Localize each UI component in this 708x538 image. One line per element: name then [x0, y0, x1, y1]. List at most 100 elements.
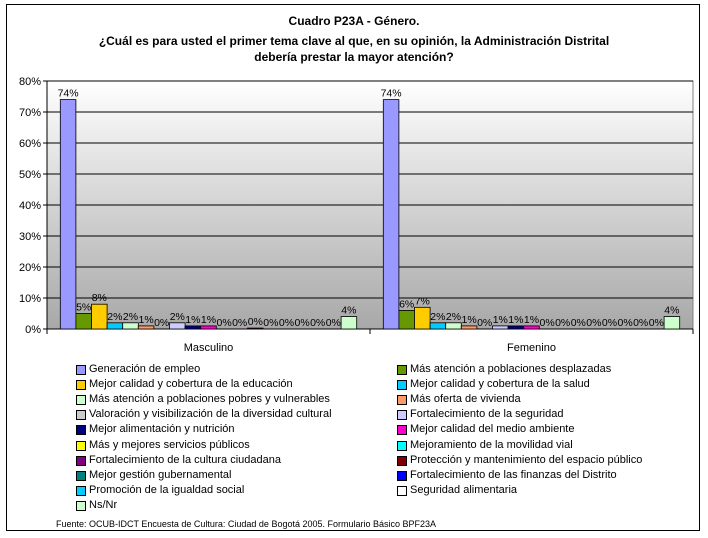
data-label: 74% [58, 88, 79, 100]
data-label: 0% [248, 316, 263, 328]
chart-title-line-2: ¿Cuál es para usted el primer tema clave… [98, 34, 610, 48]
data-label: 7% [415, 295, 430, 307]
data-label: 0% [649, 317, 664, 329]
legend-swatch [397, 425, 407, 436]
data-label: 8% [92, 292, 107, 304]
bar [460, 325, 478, 330]
y-tick-label: 40% [19, 200, 41, 212]
data-label: 0% [279, 317, 294, 329]
legend-swatch [397, 395, 407, 406]
legend-swatch [397, 470, 407, 481]
legend-swatch [76, 485, 86, 496]
y-tick-label: 60% [19, 138, 41, 150]
legend-label: Fortalecimiento de la seguridad [410, 408, 564, 421]
legend-label: Fortalecimiento de las finanzas del Dist… [410, 468, 617, 481]
bar [492, 325, 509, 330]
data-label: 0% [326, 317, 341, 329]
data-label: 2% [123, 311, 138, 323]
legend-label: Mejor gestión gubernamental [89, 468, 232, 481]
data-label: 1% [139, 314, 154, 326]
y-tick-label: 70% [19, 107, 41, 119]
legend-swatch [397, 380, 407, 391]
data-label: 1% [201, 314, 216, 326]
bar [429, 322, 447, 330]
data-label: 1% [185, 314, 200, 326]
legend-swatch [76, 440, 86, 451]
bar [75, 313, 92, 330]
data-label: 2% [446, 311, 461, 323]
data-label: 0% [571, 317, 586, 329]
category-label: Femenino [507, 342, 556, 354]
legend-swatch [76, 500, 86, 511]
legend-label: Más atención a poblaciones desplazadas [410, 363, 612, 375]
legend-label: Ns/Nr [89, 498, 118, 511]
y-tick-label: 80% [19, 76, 41, 88]
data-label: 0% [154, 317, 169, 329]
legend-label: Generación de empleo [89, 363, 201, 375]
bar [122, 322, 139, 330]
data-label: 1% [462, 314, 477, 326]
bar-chart: 0% 10% 20% 30% 40% 50% 60% 70% 80% Masculino 74% 5%… [19, 76, 694, 354]
legend-swatch [76, 380, 86, 391]
bar [91, 303, 108, 330]
legend-swatch [76, 470, 86, 481]
data-label: 6% [399, 298, 414, 310]
data-label: 0% [310, 317, 325, 329]
legend-swatch [397, 410, 407, 421]
legend-label: Mejor calidad y cobertura de la educació… [89, 378, 293, 391]
bar [169, 322, 186, 330]
data-label: 1% [508, 314, 523, 326]
bar [106, 322, 124, 330]
data-label: 0% [555, 317, 570, 329]
y-tick-label: 50% [19, 169, 41, 181]
legend-label: Más y mejores servicios públicos [89, 438, 250, 451]
data-label: 0% [477, 317, 492, 329]
data-label: 0% [295, 317, 310, 329]
chart-title-line-1: Cuadro P23A - Género. [288, 14, 420, 28]
bar [382, 99, 400, 330]
legend-label: Seguridad alimentaria [410, 483, 518, 496]
bar [398, 309, 415, 330]
legend-label: Protección y mantenimiento del espacio p… [410, 453, 643, 466]
legend-swatch [76, 425, 86, 436]
data-label: 0% [602, 317, 617, 329]
bar [200, 325, 217, 330]
bar [340, 316, 358, 330]
source-note: Fuente: OCUB-IDCT Encuesta de Cultura: C… [56, 519, 437, 529]
legend-swatch [397, 365, 407, 375]
bar [523, 325, 540, 330]
data-label: 4% [664, 305, 679, 317]
y-tick-label: 20% [19, 262, 41, 274]
data-label: 5% [76, 302, 91, 314]
y-tick-label: 10% [19, 293, 41, 305]
legend-label: Promoción de la igualdad social [89, 483, 245, 496]
legend-swatch [397, 455, 407, 466]
legend-label: Mejor calidad del medio ambiente [410, 423, 575, 436]
bar [414, 306, 431, 330]
bar [663, 316, 681, 330]
bar [507, 325, 525, 330]
data-label: 0% [232, 317, 247, 329]
data-label: 2% [430, 311, 445, 323]
legend-swatch [76, 365, 86, 375]
data-label: 0% [586, 317, 601, 329]
legend-label: Más oferta de vivienda [410, 393, 521, 406]
y-tick-label: 0% [25, 324, 41, 336]
legend-label: Mejor calidad y cobertura de la salud [410, 378, 590, 391]
legend-label: Más atención a poblaciones pobres y vuln… [89, 393, 330, 406]
data-label: 2% [107, 311, 122, 323]
data-label: 0% [633, 317, 648, 329]
legend-swatch [76, 395, 86, 406]
data-label: 0% [540, 317, 555, 329]
bar [59, 99, 77, 330]
bar [184, 325, 202, 330]
data-label: 1% [493, 314, 508, 326]
bar [247, 327, 264, 330]
bar [445, 322, 462, 330]
legend-label: Valoración y visibilización de la divers… [89, 408, 332, 421]
legend-swatch [397, 485, 407, 496]
legend-label: Mejoramiento de la movilidad vial [410, 438, 573, 451]
legend-swatch [76, 455, 86, 466]
chart-title-line-3: debería prestar la mayor atención? [254, 50, 454, 64]
data-label: 1% [524, 314, 539, 326]
